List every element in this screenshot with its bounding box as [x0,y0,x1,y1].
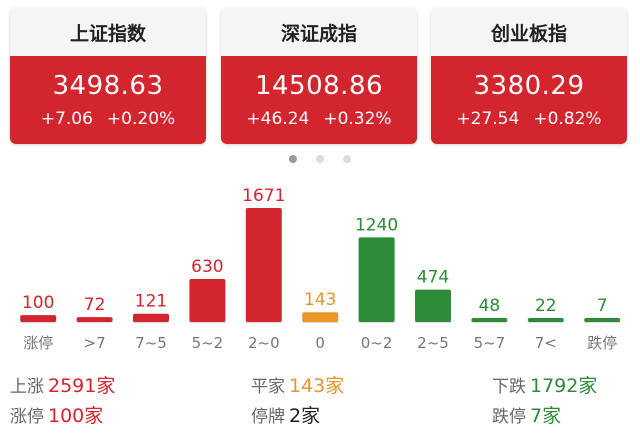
chart-bar[interactable] [584,318,621,322]
chart-category-label: 跌停 [587,334,617,352]
rise-fall-distribution-chart: 100 涨停 72 >7 121 7~5 630 5~2 1671 2~0 143 0 1240 0~2 4… [20,186,621,352]
chart-category-label: 5~2 [192,334,224,352]
summary-value: 143家 [289,375,345,397]
summary-value: 2家 [289,405,321,427]
index-name: 创业板指 [431,8,627,56]
chart-category-label: 0 [315,334,325,352]
index-value: 3498.63 [52,71,164,101]
chart-category-label: 2~5 [417,334,449,352]
summary-fall: 下跌 1792家 [492,371,597,398]
summary-limit-down: 跌停 7家 [492,401,561,428]
chart-data-label: 474 [417,268,449,288]
summary-value: 7家 [530,405,562,427]
index-name: 上证指数 [10,8,206,56]
chart-bar[interactable] [358,237,395,322]
summary-suspended: 停牌 2家 [251,401,320,428]
chart-bar[interactable] [471,318,508,322]
index-card-body: 14508.86 +46.24 +0.32% [221,56,417,144]
summary-rise: 上涨 2591家 [10,371,115,398]
summary-label: 上涨 [10,377,44,397]
index-change: +27.54 [456,109,520,129]
chart-category-label: 0~2 [361,334,393,352]
index-change-pct: +0.82% [533,109,602,129]
summary-label: 停牌 [251,407,285,427]
carousel-dot[interactable] [316,155,324,163]
carousel-indicator [0,155,640,163]
chart-bar[interactable] [302,312,339,322]
summary-label: 涨停 [10,407,44,427]
index-changes: +7.06 +0.20% [41,109,175,129]
chart-data-label: 22 [535,296,557,316]
summary-value: 100家 [48,405,104,427]
index-change-pct: +0.32% [323,109,392,129]
summary-label: 平家 [251,377,285,397]
chart-data-label: 1671 [242,186,285,206]
summary-value: 1792家 [530,375,598,397]
chart-category-label: >7 [84,334,106,352]
chart-bar[interactable] [245,208,282,322]
summary-label: 跌停 [492,407,526,427]
chart-bar[interactable] [527,318,564,322]
index-changes: +27.54 +0.82% [456,109,601,129]
index-card-shenzhen[interactable]: 深证成指 14508.86 +46.24 +0.32% [221,8,417,144]
chart-category-label: 2~0 [248,334,280,352]
index-value: 3380.29 [473,71,585,101]
index-card-chinext[interactable]: 创业板指 3380.29 +27.54 +0.82% [431,8,627,144]
chart-data-label: 143 [304,290,336,310]
chart-bar[interactable] [189,279,226,322]
chart-data-label: 630 [191,257,223,277]
chart-category-label: 7< [535,334,557,352]
summary-flat: 平家 143家 [251,371,344,398]
index-change-pct: +0.20% [106,109,176,129]
chart-category-label: 涨停 [23,334,53,352]
summary-label: 下跌 [492,377,526,397]
index-change: +7.06 [40,109,93,129]
chart-data-label: 72 [84,295,106,315]
index-value: 14508.86 [254,71,384,101]
chart-bar[interactable] [415,289,451,322]
chart-data-label: 1240 [355,215,398,235]
index-change: +46.24 [246,109,310,129]
chart-bar[interactable] [133,313,169,322]
index-card-body: 3380.29 +27.54 +0.82% [431,56,627,144]
summary-limit-up: 涨停 100家 [10,401,103,428]
carousel-dot[interactable] [289,155,297,163]
chart-category-label: 7~5 [135,334,167,352]
chart-category-label: 5~7 [474,334,506,352]
carousel-dot[interactable] [343,155,351,163]
chart-bar[interactable] [76,317,113,322]
chart-data-label: 121 [135,292,167,312]
index-card-shanghai[interactable]: 上证指数 3498.63 +7.06 +0.20% [10,8,206,144]
index-card-body: 3498.63 +7.06 +0.20% [10,56,206,144]
chart-bar[interactable] [20,315,57,322]
index-name: 深证成指 [221,8,417,56]
index-changes: +46.24 +0.32% [246,109,391,129]
chart-data-label: 48 [479,296,501,316]
chart-data-label: 7 [597,296,608,316]
summary-value: 2591家 [48,375,116,397]
chart-data-label: 100 [22,293,54,313]
